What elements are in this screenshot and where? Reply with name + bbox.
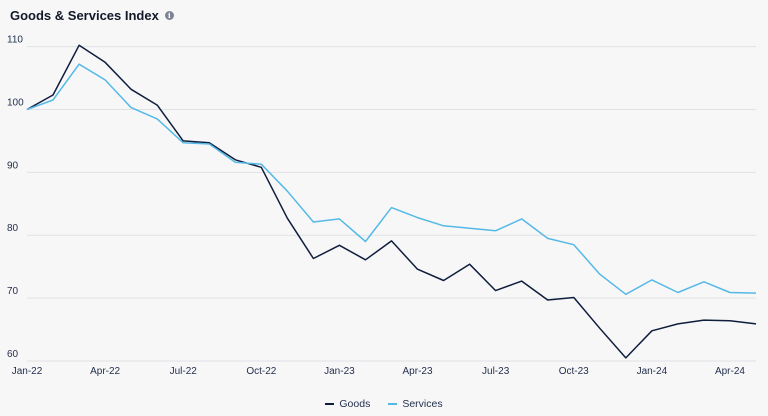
legend-item-goods[interactable]: Goods: [325, 398, 370, 410]
x-tick-label-oct-22: Oct-22: [246, 366, 276, 377]
x-tick-label-jul-23: Jul-23: [482, 366, 510, 377]
grid-lines: [27, 46, 756, 362]
x-tick-label-jan-22: Jan-22: [12, 366, 43, 377]
x-tick-label-jul-22: Jul-22: [170, 366, 198, 377]
y-tick-label-60: 60: [7, 349, 19, 360]
legend-label-goods: Goods: [339, 398, 371, 410]
x-tick-label-apr-23: Apr-23: [403, 366, 433, 377]
y-tick-label-100: 100: [7, 97, 24, 108]
x-tick-label-jan-24: Jan-24: [637, 366, 668, 377]
series-line-goods: [26, 44, 757, 359]
x-tick-label-oct-23: Oct-23: [559, 366, 589, 377]
legend-item-services[interactable]: Services: [388, 398, 443, 410]
chart-header: Goods & Services Index i: [10, 8, 174, 23]
chart-title: Goods & Services Index: [10, 8, 159, 23]
x-tick-label-apr-24: Apr-24: [715, 366, 745, 377]
x-axis: Jan-22 Apr-22 Jul-22 Oct-22 Jan-23 Apr-23 Jul-…: [12, 366, 746, 377]
x-tick-label-apr-22: Apr-22: [90, 366, 120, 377]
legend-swatch-services: [388, 403, 398, 405]
info-icon[interactable]: i: [164, 11, 174, 20]
legend: Goods Services: [0, 398, 768, 410]
y-tick-label-110: 110: [7, 35, 23, 46]
series-lines: [26, 44, 757, 359]
x-tick-label-jan-23: Jan-23: [324, 366, 355, 377]
y-tick-label-90: 90: [7, 160, 19, 171]
y-tick-label-70: 70: [7, 286, 19, 297]
legend-swatch-goods: [325, 403, 335, 405]
series-line-services: [26, 63, 757, 296]
legend-label-services: Services: [402, 398, 443, 410]
y-axis: 60 70 80 90 100 110: [7, 35, 24, 360]
y-tick-label-80: 80: [7, 223, 19, 234]
